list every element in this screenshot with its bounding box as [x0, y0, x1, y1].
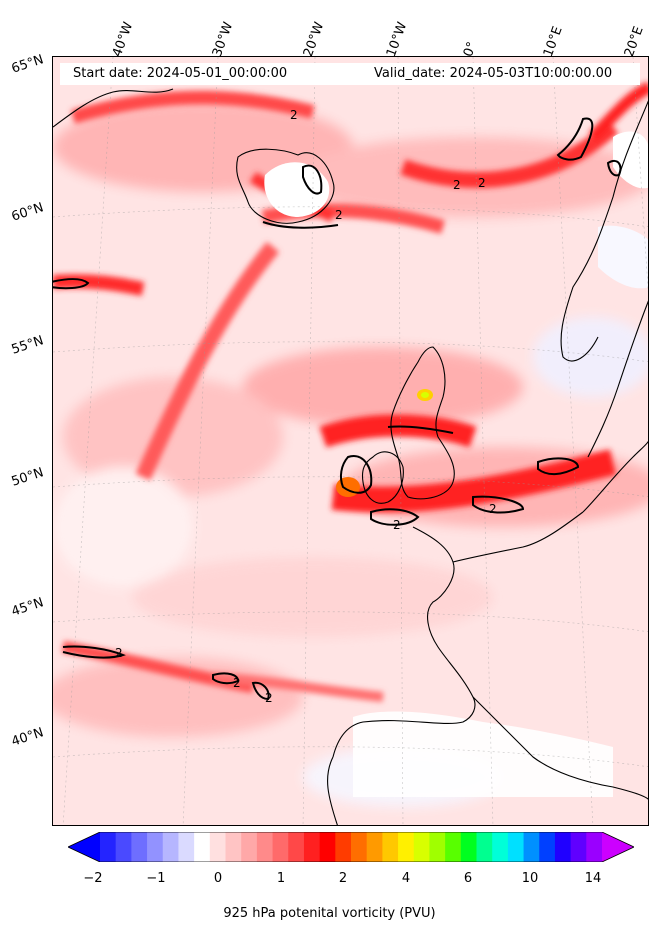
colorbar-cell: [115, 832, 132, 862]
colorbar-cell: [429, 832, 446, 862]
colorbar-cell: [303, 832, 321, 862]
colorbar-cell: [100, 832, 117, 862]
contour-label: 2: [233, 676, 241, 690]
colorbar-cell: [319, 832, 336, 862]
colorbar-cell: [162, 832, 179, 862]
colorbar-cell: [272, 832, 289, 862]
colorbar-cell: [570, 832, 587, 862]
colorbar-extend-right: [602, 832, 634, 862]
contour-label: 2: [489, 502, 497, 516]
latitude-label: 65°N: [9, 52, 46, 77]
colorbar-cell: [241, 832, 258, 862]
colorbar-cells: [100, 832, 603, 862]
colorbar-cell: [460, 832, 477, 862]
longitude-label: 40°W: [109, 20, 137, 59]
start-date-label: Start date: 2024-05-01_00:00:00: [73, 66, 288, 81]
colorbar-cell: [445, 832, 462, 862]
colorbar-tick-label: 10: [521, 871, 539, 886]
map-panel[interactable]: 2 2 2 2 2 2 2 2 2: [52, 56, 649, 826]
colorbar-cell: [147, 832, 164, 862]
latitude-label: 45°N: [9, 595, 46, 620]
colorbar-cell: [194, 832, 211, 862]
colorbar-cell: [335, 832, 352, 862]
latitude-label: 60°N: [9, 200, 46, 225]
colorbar-tick-label: −1: [146, 871, 166, 886]
colorbar-cell: [351, 832, 368, 862]
longitude-label: 30°W: [209, 20, 237, 59]
longitude-label: 20°E: [621, 24, 647, 59]
longitude-label: 10°W: [383, 20, 411, 59]
colorbar-cell: [366, 832, 383, 862]
colorbar-cell: [256, 832, 274, 862]
colorbar-cell: [554, 832, 572, 862]
colorbar-cell: [507, 832, 525, 862]
contour-label: 2: [115, 646, 123, 660]
colorbar-cell: [492, 832, 509, 862]
colorbar-tick-label: 14: [584, 871, 602, 886]
longitude-label: 20°W: [300, 20, 328, 59]
colorbar-cell: [382, 832, 399, 862]
map-header-strip: [60, 63, 640, 85]
contour-labels: 2 2 2 2 2 2 2 2 2: [115, 108, 497, 705]
colorbar-tick-label: 4: [401, 871, 411, 886]
latitude-label: 40°N: [9, 725, 46, 750]
latitude-label: 55°N: [9, 333, 46, 358]
colorbar-cell: [413, 832, 430, 862]
contour-label: 2: [290, 108, 298, 122]
contour-label: 2: [393, 518, 401, 532]
colorbar-cell: [539, 832, 556, 862]
colorbar-tick-label: −2: [83, 871, 103, 886]
contour-label: 2: [453, 178, 461, 192]
potential-vorticity-map: 2 2 2 2 2 2 2 2 2: [53, 57, 648, 825]
colorbar-extend-left: [68, 832, 100, 862]
contour-label: 2: [265, 691, 273, 705]
colorbar-cell: [288, 832, 305, 862]
colorbar: [68, 832, 634, 862]
colorbar-cell: [131, 832, 148, 862]
colorbar-cell: [209, 832, 226, 862]
colorbar-tick-label: 2: [338, 871, 348, 886]
contour-label: 2: [478, 176, 486, 190]
pv-2-contours: [53, 117, 622, 701]
colorbar-tick-label: 1: [276, 871, 286, 886]
colorbar-cell: [398, 832, 415, 862]
longitude-label: 10°E: [540, 24, 566, 59]
valid-date-label: Valid_date: 2024-05-03T10:00:00.00: [374, 66, 613, 81]
colorbar-cell: [523, 832, 540, 862]
contour-label: 2: [335, 208, 343, 222]
colorbar-cell: [225, 832, 242, 862]
colorbar-cell: [178, 832, 195, 862]
pv-strong-bands: [53, 81, 648, 702]
coastlines: [53, 88, 648, 825]
colorbar-tick-label: 6: [463, 871, 473, 886]
colorbar-cell: [476, 832, 493, 862]
colorbar-cell: [586, 832, 603, 862]
latitude-label: 50°N: [9, 465, 46, 490]
colorbar-tick-label: 0: [213, 871, 223, 886]
colorbar-title: 925 hPa potenital vorticity (PVU): [223, 906, 436, 921]
